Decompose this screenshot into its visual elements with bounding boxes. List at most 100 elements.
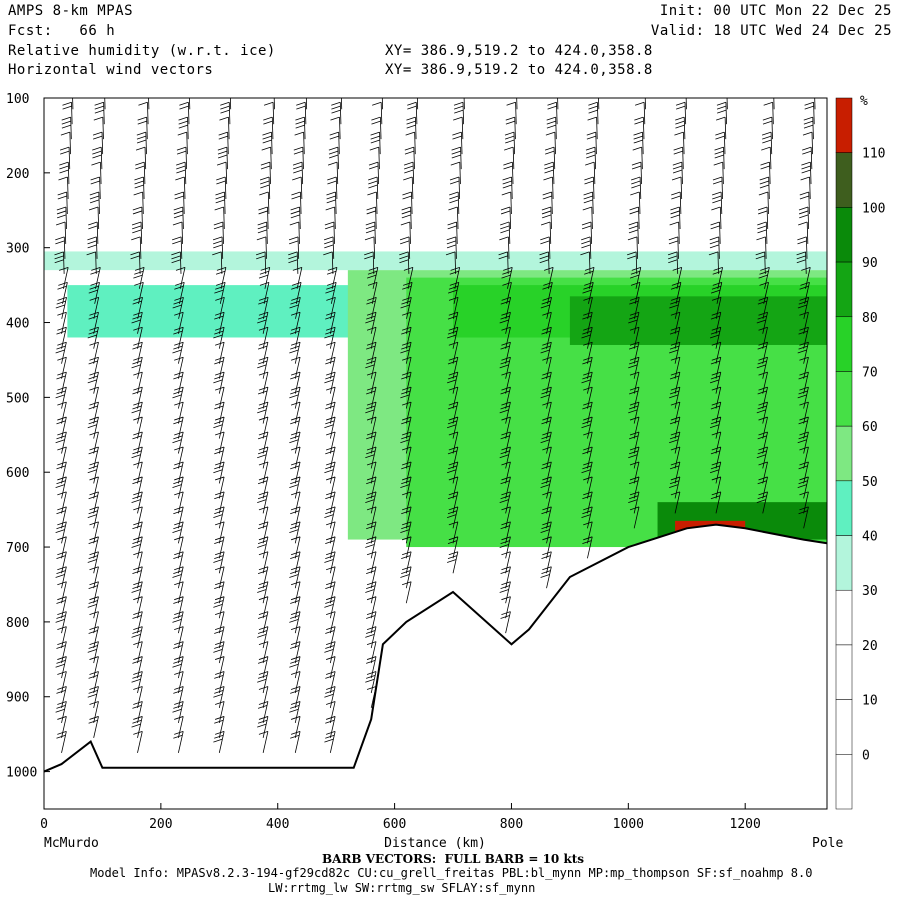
barb-flag	[542, 195, 552, 200]
wind-barb	[329, 446, 336, 469]
barb-flag	[214, 330, 224, 335]
barb-flag	[541, 345, 551, 350]
barb-flag	[57, 716, 67, 720]
barb-flag	[401, 386, 412, 391]
barb-flag	[324, 379, 334, 384]
barb-flag	[636, 91, 645, 94]
terrain-surface-line	[43, 523, 828, 773]
barb-flag	[214, 416, 225, 421]
barb-flag	[89, 536, 99, 541]
wind-barb	[633, 312, 640, 334]
wind-barb	[218, 596, 225, 619]
wind-barb	[178, 461, 184, 484]
wind-barb	[179, 251, 182, 274]
barb-flag	[583, 356, 593, 361]
barb-flag	[288, 255, 298, 260]
barb-flag	[260, 184, 270, 189]
barb-flag	[448, 371, 458, 376]
wind-barb	[803, 461, 809, 484]
barb-flag	[366, 341, 377, 346]
barb-flag	[89, 551, 99, 556]
barb-flag	[257, 315, 268, 320]
barb-flag	[544, 165, 554, 170]
barb-flag	[325, 600, 335, 604]
barb-flag	[290, 611, 301, 616]
barb-flag	[176, 161, 186, 166]
barb-flag	[583, 431, 593, 436]
barb-flag	[258, 731, 269, 735]
barb-flag	[174, 701, 184, 705]
barb-flag	[669, 480, 680, 485]
barb-flag	[628, 480, 639, 485]
barb-flag	[290, 686, 301, 690]
wind-barb	[93, 701, 99, 724]
barb-flag	[364, 251, 374, 256]
wind-barb	[226, 147, 228, 170]
barb-flag	[542, 341, 552, 346]
barb-flag	[293, 146, 303, 151]
barb-flag	[542, 431, 552, 436]
wind-barb	[331, 267, 338, 289]
barb-flag	[366, 525, 376, 530]
barb-flag	[544, 267, 554, 271]
barb-flag	[446, 240, 457, 245]
barb-flag	[174, 476, 184, 481]
barb-flag	[327, 281, 337, 286]
wind-barb	[294, 461, 301, 484]
barb-flag	[581, 244, 591, 249]
barb-flag	[332, 91, 341, 94]
barb-flag	[214, 510, 224, 515]
barb-flag	[135, 165, 145, 170]
barb-flag	[501, 551, 511, 556]
colorbar-swatch	[835, 699, 853, 755]
wind-barb	[633, 372, 640, 394]
wind-barb	[221, 236, 224, 259]
barb-flag	[758, 461, 768, 466]
wind-barb	[65, 206, 67, 229]
wind-barb	[137, 387, 143, 409]
barb-flag	[501, 461, 511, 466]
wind-barb	[505, 342, 511, 364]
barb-flag	[88, 540, 98, 545]
wind-barb	[592, 177, 595, 200]
barb-flag	[628, 409, 638, 414]
barb-flag	[366, 491, 377, 496]
wind-barb	[634, 282, 641, 304]
wind-barb	[405, 446, 412, 469]
barb-flag	[176, 150, 187, 155]
barb-flag	[61, 116, 71, 121]
barb-flag	[174, 195, 184, 200]
barb-flag	[670, 285, 681, 290]
barb-flag	[214, 405, 224, 410]
barb-flag	[257, 405, 268, 410]
barb-flag	[589, 91, 598, 94]
wind-barb	[178, 357, 184, 379]
wind-barb	[452, 476, 459, 499]
barb-flag	[499, 544, 509, 548]
colorbar-swatch	[835, 97, 853, 153]
barb-flag	[214, 731, 225, 735]
colorbar-swatch	[835, 316, 853, 372]
barb-flag	[94, 109, 104, 114]
barb-flag	[366, 495, 376, 500]
barb-flag	[755, 251, 765, 256]
barb-flag	[668, 240, 679, 245]
wind-barb	[674, 402, 681, 424]
barb-flag	[257, 319, 267, 324]
wind-barb	[454, 267, 461, 289]
barb-column	[539, 98, 559, 589]
barb-flag	[401, 210, 411, 215]
barb-flag	[258, 551, 269, 556]
wind-barb	[262, 656, 269, 679]
barb-flag	[366, 686, 377, 690]
barb-flag	[371, 120, 381, 125]
barb-flag	[257, 409, 267, 414]
wind-barb	[675, 282, 682, 304]
barb-flag	[501, 416, 511, 421]
wind-barb	[370, 446, 377, 469]
barb-flag	[326, 341, 336, 346]
field-label-rh: Relative humidity (w.r.t. ice)	[8, 43, 276, 59]
wind-barb	[405, 491, 412, 514]
barb-flag	[133, 551, 143, 556]
